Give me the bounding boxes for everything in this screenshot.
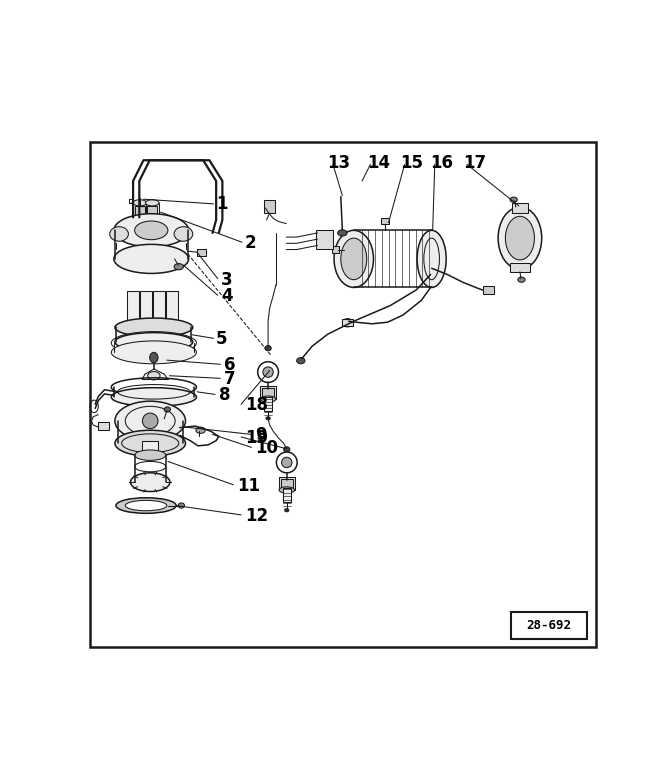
Ellipse shape xyxy=(115,431,186,456)
Bar xyxy=(197,249,206,256)
Text: 2: 2 xyxy=(245,234,257,252)
Text: 9: 9 xyxy=(255,427,267,445)
Ellipse shape xyxy=(111,388,196,406)
Text: 14: 14 xyxy=(366,154,390,172)
Text: 8: 8 xyxy=(218,386,230,405)
Ellipse shape xyxy=(178,503,184,508)
Bar xyxy=(264,397,272,410)
Bar xyxy=(316,230,333,249)
Text: 18: 18 xyxy=(245,396,268,414)
Ellipse shape xyxy=(114,244,189,274)
Text: 15: 15 xyxy=(401,154,423,172)
Bar xyxy=(260,386,276,399)
Ellipse shape xyxy=(131,473,170,491)
Text: 19: 19 xyxy=(245,429,268,447)
Text: 12: 12 xyxy=(245,507,268,525)
Bar xyxy=(283,488,291,502)
Ellipse shape xyxy=(133,219,147,225)
Ellipse shape xyxy=(133,200,147,206)
Ellipse shape xyxy=(196,427,205,434)
Ellipse shape xyxy=(518,277,525,282)
Ellipse shape xyxy=(334,230,373,288)
Ellipse shape xyxy=(145,219,159,225)
Text: 3: 3 xyxy=(221,271,233,289)
Text: 5: 5 xyxy=(216,331,228,349)
Ellipse shape xyxy=(258,362,279,382)
Text: 28-692: 28-692 xyxy=(527,619,572,632)
Ellipse shape xyxy=(283,447,290,452)
Ellipse shape xyxy=(260,396,276,402)
Ellipse shape xyxy=(111,341,196,363)
Bar xyxy=(153,291,165,328)
Bar xyxy=(143,441,158,456)
Bar xyxy=(135,206,145,219)
Text: 4: 4 xyxy=(221,287,233,305)
Bar xyxy=(98,423,109,431)
Bar xyxy=(381,218,389,224)
Ellipse shape xyxy=(114,214,189,247)
Ellipse shape xyxy=(281,457,292,468)
Ellipse shape xyxy=(174,227,193,241)
Bar xyxy=(482,286,494,294)
Bar xyxy=(145,203,159,222)
Ellipse shape xyxy=(417,230,446,288)
Ellipse shape xyxy=(510,197,517,202)
Ellipse shape xyxy=(143,413,158,429)
Text: 1: 1 xyxy=(216,195,228,214)
Bar xyxy=(512,203,528,213)
Ellipse shape xyxy=(265,346,271,351)
Text: 16: 16 xyxy=(431,154,454,172)
Text: 11: 11 xyxy=(237,477,260,495)
Bar xyxy=(281,479,293,488)
Ellipse shape xyxy=(338,230,347,236)
Bar xyxy=(165,291,178,328)
Ellipse shape xyxy=(505,216,535,260)
Bar xyxy=(511,612,588,639)
Bar xyxy=(509,263,531,272)
Ellipse shape xyxy=(285,509,289,512)
Ellipse shape xyxy=(342,318,352,327)
Text: 13: 13 xyxy=(327,154,350,172)
Bar xyxy=(133,203,147,222)
Ellipse shape xyxy=(135,221,168,239)
Ellipse shape xyxy=(263,367,273,378)
Text: 17: 17 xyxy=(463,154,486,172)
Bar xyxy=(127,291,139,328)
Ellipse shape xyxy=(110,227,129,241)
Bar xyxy=(279,477,295,490)
Ellipse shape xyxy=(266,417,270,420)
Ellipse shape xyxy=(341,238,366,280)
Text: 7: 7 xyxy=(224,370,236,388)
Ellipse shape xyxy=(498,207,542,269)
Bar xyxy=(140,291,152,328)
Bar xyxy=(147,206,157,219)
Bar xyxy=(342,319,353,326)
Ellipse shape xyxy=(174,264,184,270)
Bar xyxy=(332,246,339,254)
Ellipse shape xyxy=(125,500,167,511)
Ellipse shape xyxy=(135,450,165,460)
Text: 10: 10 xyxy=(255,439,278,457)
Ellipse shape xyxy=(279,487,295,493)
Ellipse shape xyxy=(164,407,170,412)
Ellipse shape xyxy=(115,318,193,337)
Ellipse shape xyxy=(147,371,160,380)
Text: 6: 6 xyxy=(224,356,235,374)
Bar xyxy=(265,200,275,213)
Ellipse shape xyxy=(297,357,305,363)
Ellipse shape xyxy=(149,353,158,363)
Ellipse shape xyxy=(115,332,193,351)
Ellipse shape xyxy=(145,200,159,206)
Bar xyxy=(262,388,274,398)
Ellipse shape xyxy=(115,401,186,441)
Ellipse shape xyxy=(116,498,176,513)
Ellipse shape xyxy=(277,452,297,473)
